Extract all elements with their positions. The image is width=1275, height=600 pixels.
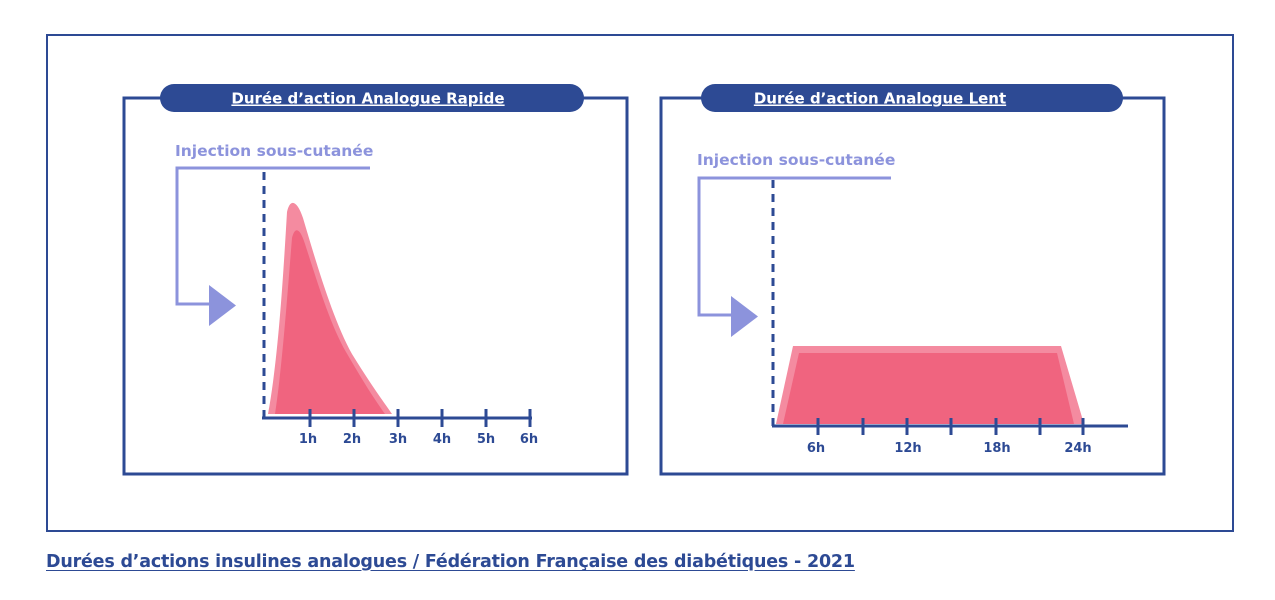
slow-title-pill xyxy=(701,84,1123,112)
insulin-action-diagram: Durée d’action Analogue Rapide Injection… xyxy=(122,84,1166,476)
rapid-curve-inner xyxy=(275,230,385,414)
slow-injection-arrow-icon xyxy=(731,296,758,337)
outer-frame xyxy=(46,34,1234,532)
slow-tick-label: 18h xyxy=(983,441,1010,456)
rapid-tick-label: 3h xyxy=(389,432,407,447)
rapid-title-pill xyxy=(160,84,584,112)
slow-axis-ticks xyxy=(816,418,1085,435)
figure-caption: Durées d’actions insulines analogues / F… xyxy=(46,552,855,572)
rapid-tick-label: 6h xyxy=(520,432,538,447)
rapid-injection-arrow-icon xyxy=(209,285,236,326)
rapid-tick-label: 1h xyxy=(299,432,317,447)
rapid-title: Durée d’action Analogue Rapide xyxy=(231,90,504,108)
rapid-tick-label: 5h xyxy=(477,432,495,447)
rapid-injection-connector xyxy=(175,166,370,306)
slow-injection-connector xyxy=(697,176,891,317)
slow-title: Durée d’action Analogue Lent xyxy=(754,90,1006,108)
rapid-tick-label: 2h xyxy=(343,432,361,447)
slow-injection-label: Injection sous-cutanée xyxy=(697,151,895,169)
rapid-tick-label: 4h xyxy=(433,432,451,447)
rapid-injection-label: Injection sous-cutanée xyxy=(175,142,373,160)
slow-panel: Durée d’action Analogue Lent Injection s… xyxy=(659,84,1166,476)
slow-curve-inner xyxy=(783,353,1074,424)
slow-tick-label: 6h xyxy=(807,441,825,456)
slow-tick-label: 12h xyxy=(894,441,921,456)
rapid-panel: Durée d’action Analogue Rapide Injection… xyxy=(122,84,629,476)
rapid-axis-ticks xyxy=(308,409,532,427)
slow-tick-label: 24h xyxy=(1064,441,1091,456)
